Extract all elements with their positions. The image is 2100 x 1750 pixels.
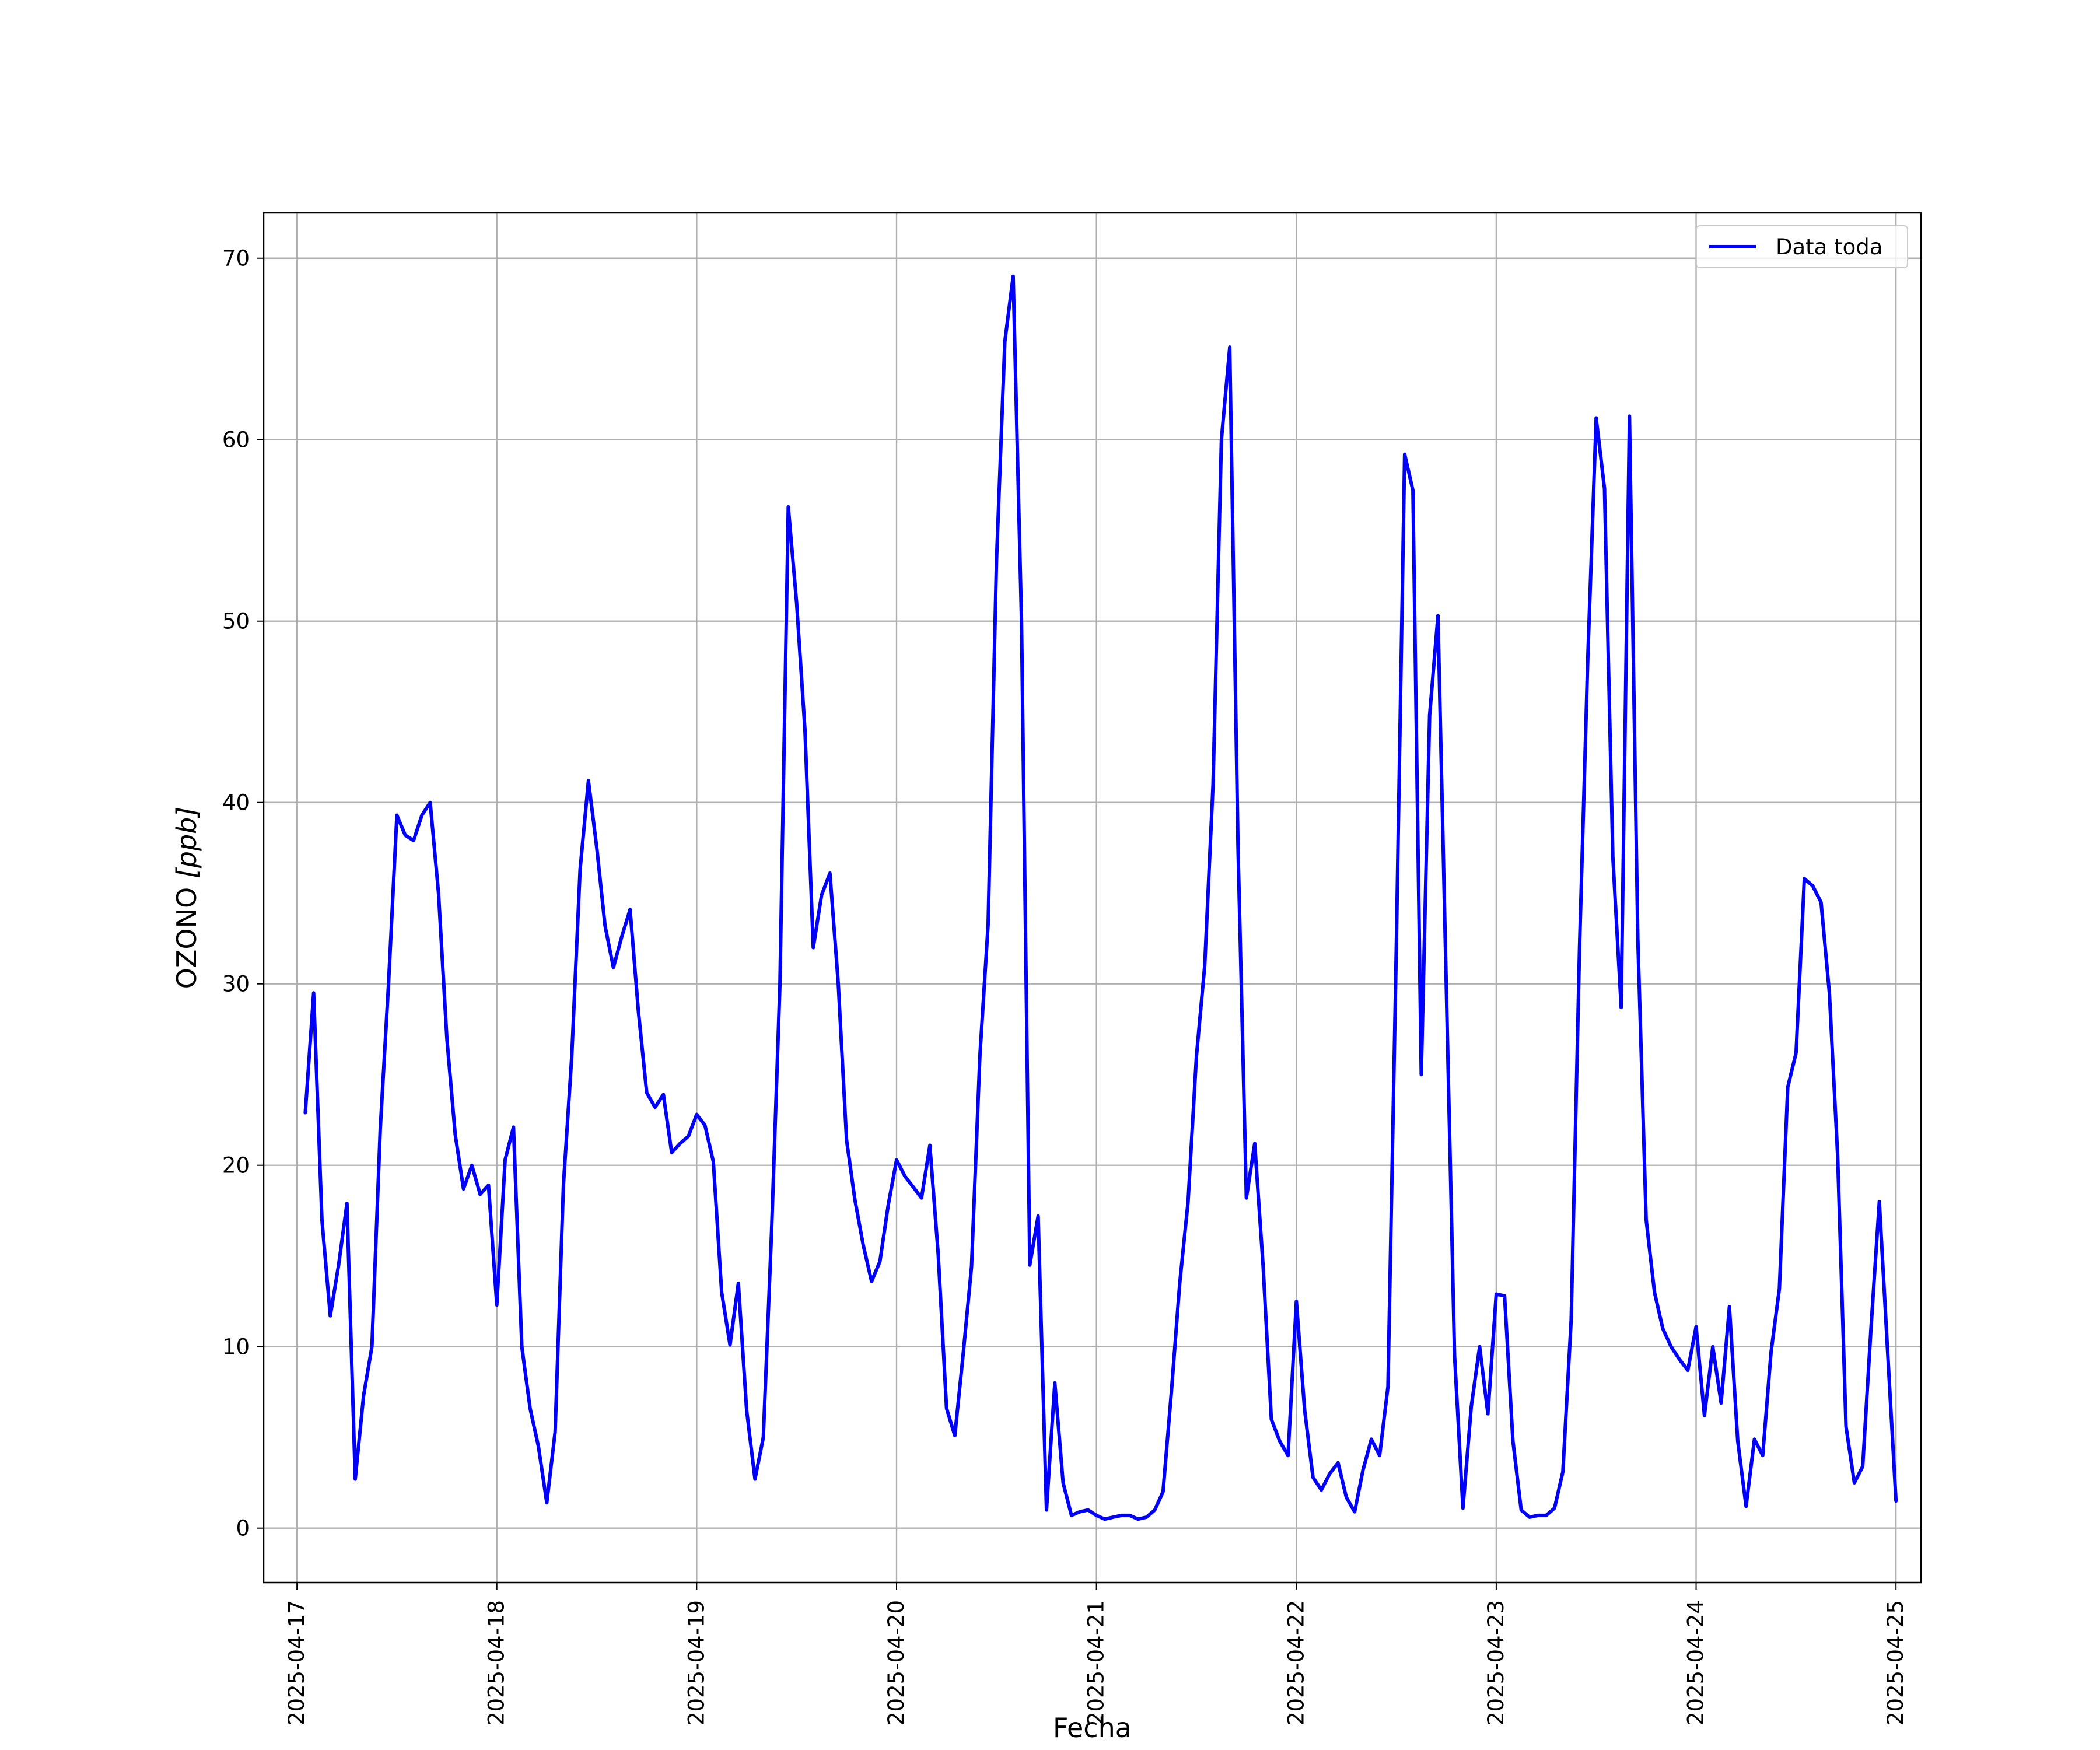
x-tick-label-5: 2025-04-22: [1283, 1600, 1308, 1726]
series-layer: [303, 274, 1898, 1521]
x-tick-label-6: 2025-04-23: [1483, 1600, 1508, 1726]
y-tick-label-1: 10: [222, 1335, 250, 1360]
x-tick-label-0: 2025-04-17: [284, 1600, 309, 1726]
y-axis-title: OZONO [ppb]: [171, 807, 202, 989]
plot-frame: [262, 212, 1922, 1584]
y-axis-title-text: OZONO: [171, 878, 202, 989]
y-tick-label-0: 0: [236, 1516, 250, 1541]
legend-box: [1696, 225, 1908, 268]
x-tick-label-1: 2025-04-18: [484, 1600, 509, 1726]
axis-ticks: 2025-04-17 2025-04-18 2025-04-19 2025-04-20…: [222, 246, 1908, 1726]
x-tick-label-3: 2025-04-20: [884, 1600, 909, 1726]
series-line-0: [303, 274, 1898, 1521]
x-tick-label-8: 2025-04-25: [1883, 1600, 1908, 1726]
legend-label-data-toda: Data toda: [1776, 235, 1882, 260]
y-tick-label-7: 70: [222, 246, 250, 271]
x-tick-label-2: 2025-04-19: [684, 1600, 709, 1726]
grid: [264, 213, 1921, 1583]
x-tick-label-7: 2025-04-24: [1684, 1600, 1709, 1726]
legend: Data toda: [1696, 225, 1908, 268]
y-axis-title-unit: [ppb]: [171, 807, 202, 879]
y-tick-label-2: 20: [222, 1153, 250, 1178]
y-tick-label-3: 30: [222, 972, 250, 997]
x-axis-title: Fecha: [1053, 1712, 1132, 1744]
x-tick-label-4: 2025-04-21: [1084, 1600, 1109, 1726]
y-tick-label-4: 40: [222, 790, 250, 816]
y-tick-label-5: 50: [222, 609, 250, 634]
y-tick-label-6: 60: [222, 428, 250, 453]
